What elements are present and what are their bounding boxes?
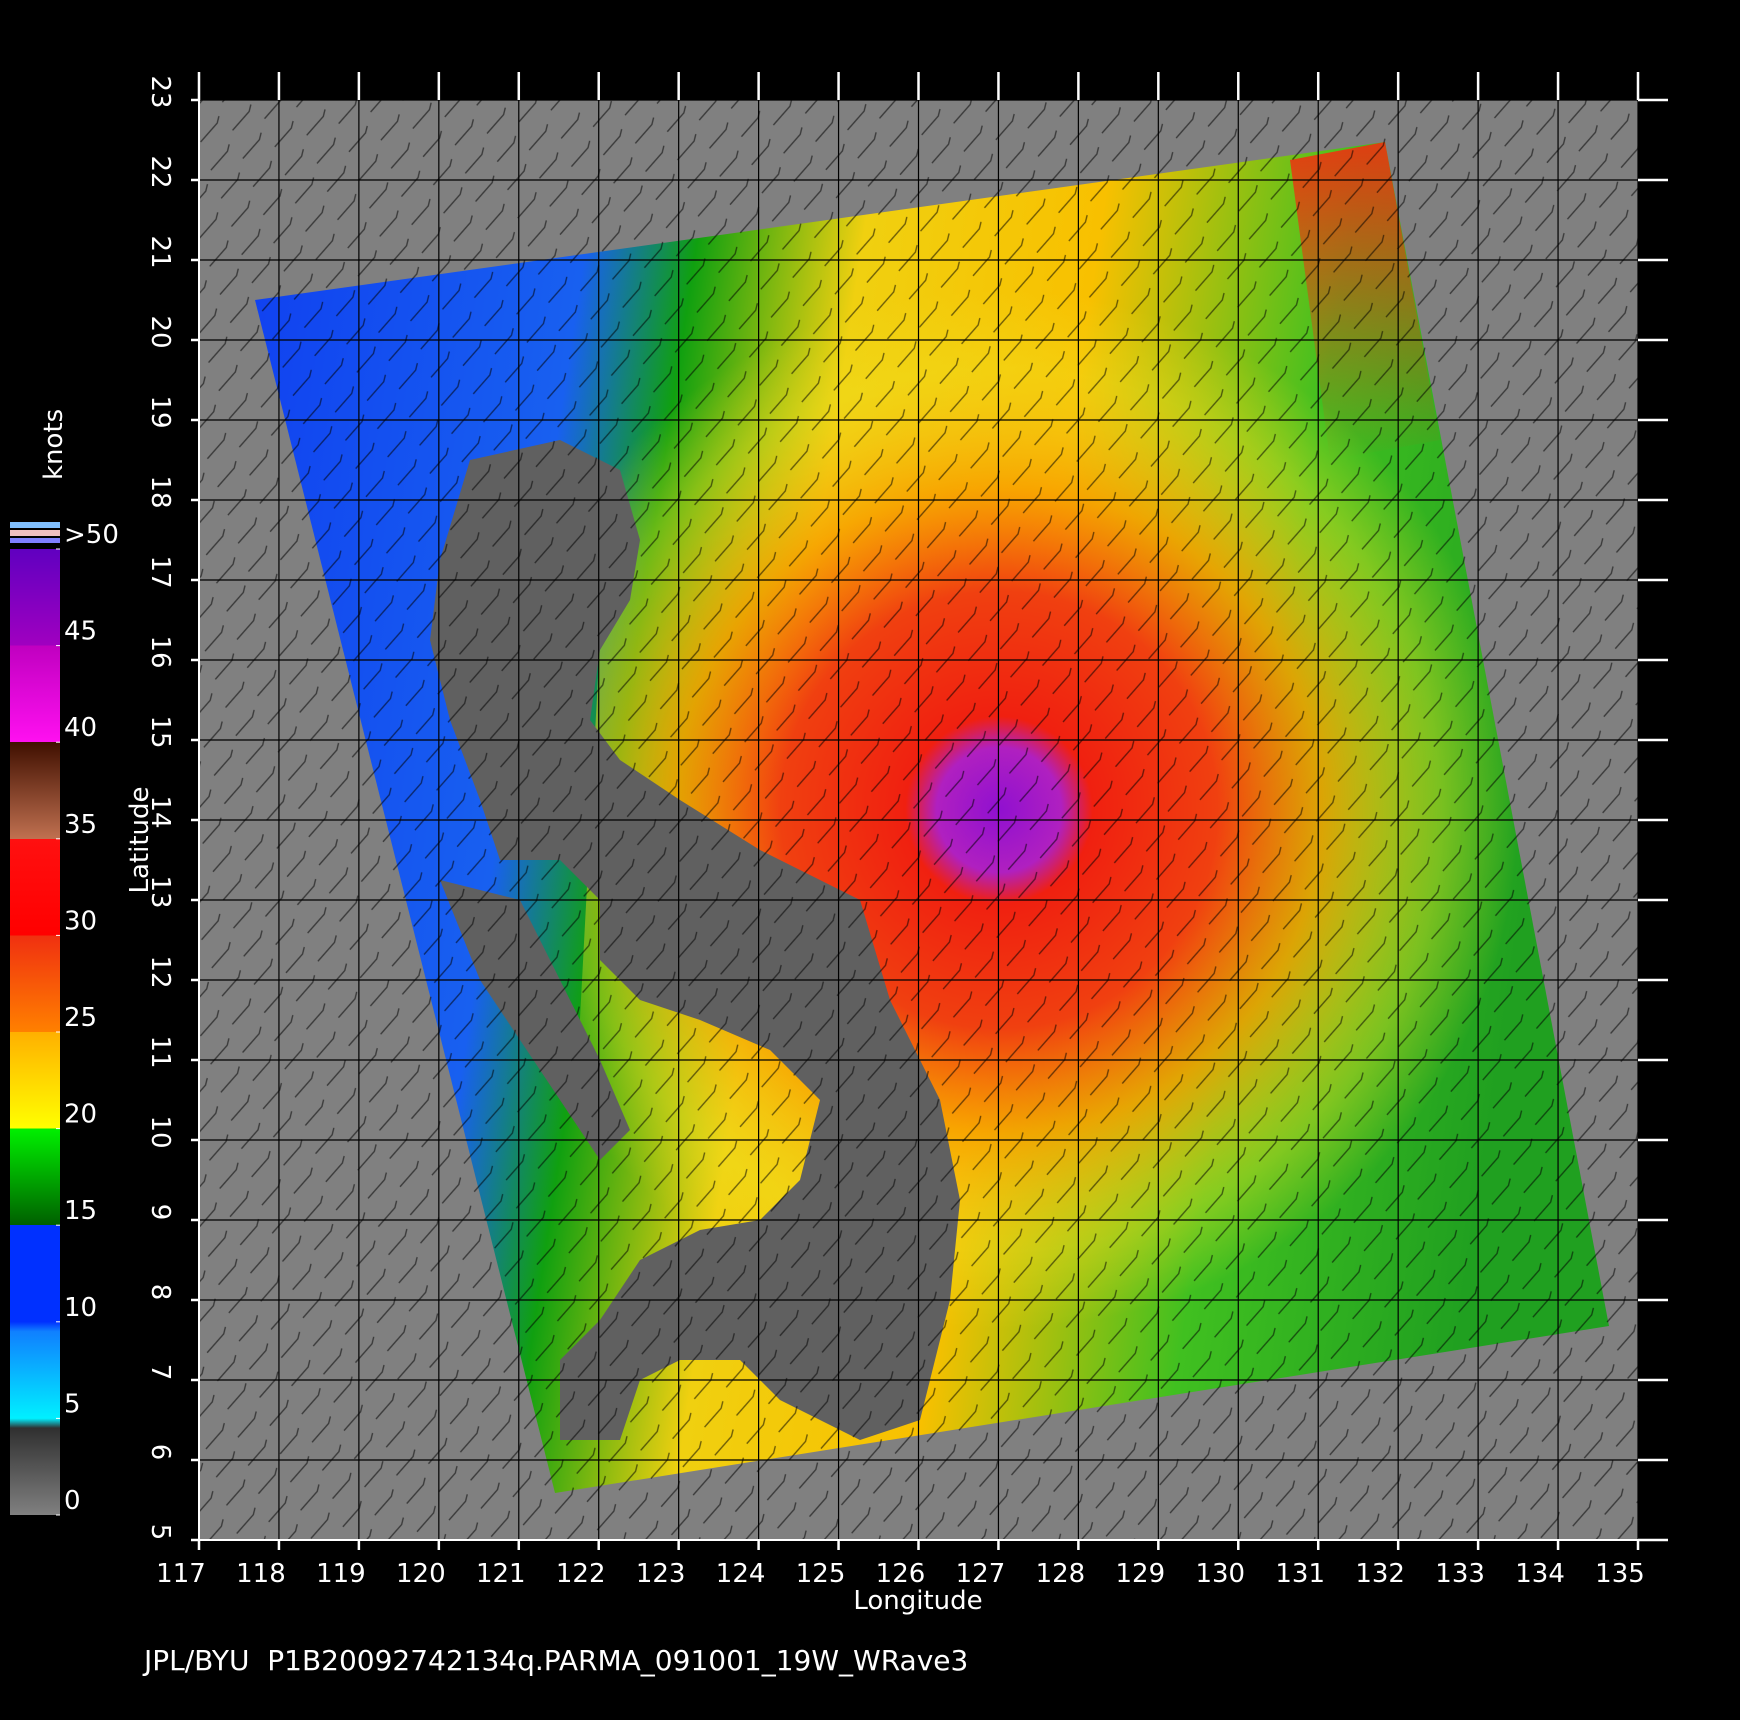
colorbar-cap	[10, 538, 60, 543]
grid	[199, 100, 1638, 1540]
colorbar-tick-label: 15	[64, 1196, 97, 1226]
x-tick-label: 125	[796, 1559, 846, 1589]
y-tick-label: 21	[145, 235, 175, 268]
y-tick-label: 14	[145, 795, 175, 828]
x-tick-label: 120	[396, 1559, 446, 1589]
x-tick-label: 117	[156, 1559, 206, 1589]
y-tick-label: 10	[145, 1115, 175, 1148]
colorbar-tick-label: 0	[64, 1486, 81, 1516]
colorbar-tick-label: 30	[64, 906, 97, 936]
y-tick-label: 18	[145, 475, 175, 508]
x-tick-label: 135	[1595, 1559, 1645, 1589]
footer: JPL/BYU P1B20092742134q.PARMA_091001_19W…	[142, 1644, 968, 1677]
y-tick-label: 11	[145, 1035, 175, 1068]
y-tick-label: 16	[145, 635, 175, 668]
x-tick-label: 130	[1195, 1559, 1245, 1589]
x-tick-label: 119	[316, 1559, 366, 1589]
x-tick-label: 118	[236, 1559, 286, 1589]
colorbar-cap	[10, 522, 60, 528]
x-tick-label: 134	[1515, 1559, 1565, 1589]
colorbar-tick-label: 10	[64, 1293, 97, 1323]
x-tick-label: 121	[476, 1559, 526, 1589]
colorbar: 0 5 10 15 20 25 30 35 40 45 >50	[10, 520, 119, 1516]
colorbar-tick-label: 25	[64, 1003, 97, 1033]
y-tick-label: 12	[145, 955, 175, 988]
colorbar-tick-label: 5	[64, 1389, 81, 1419]
x-tick-label: 122	[556, 1559, 606, 1589]
x-tick-label: 129	[1116, 1559, 1166, 1589]
x-tick-label: 126	[876, 1559, 926, 1589]
x-tick-label: 123	[636, 1559, 686, 1589]
map-imagery	[199, 100, 1638, 1540]
y-tick-label: 8	[145, 1284, 175, 1301]
y-tick-label: 7	[145, 1364, 175, 1381]
y-tick-label: 22	[145, 155, 175, 188]
colorbar-tick-label: 35	[64, 810, 97, 840]
colorbar-cap	[10, 530, 60, 536]
y-tick-label: 9	[145, 1204, 175, 1221]
y-tick-label: 15	[145, 715, 175, 748]
y-tick-label: 19	[145, 395, 175, 428]
colorbar-tick-label: 40	[64, 713, 97, 743]
y-tick-label: 20	[145, 315, 175, 348]
y-axis-label: Latitude	[125, 786, 155, 893]
axes: 117 118 119 120 121 122 123 124 125 126 127 128 129 1…	[145, 72, 1668, 1589]
colorbar-title: knots	[39, 409, 69, 480]
colorbar-tick-label: 45	[64, 617, 97, 647]
x-tick-label: 127	[956, 1559, 1006, 1589]
y-tick-label: 13	[145, 875, 175, 908]
x-tick-label: 132	[1355, 1559, 1405, 1589]
x-tick-label: 128	[1036, 1559, 1086, 1589]
x-axis-label: Longitude	[853, 1586, 982, 1616]
y-tick-label: 6	[145, 1444, 175, 1461]
colorbar-scale	[10, 549, 60, 1515]
y-tick-label: 5	[145, 1524, 175, 1541]
colorbar-tick-label: >50	[64, 520, 119, 550]
y-tick-label: 17	[145, 555, 175, 588]
x-tick-label: 133	[1435, 1559, 1485, 1589]
x-tick-label: 124	[716, 1559, 766, 1589]
y-tick-label: 23	[145, 75, 175, 108]
colorbar-tick-label: 20	[64, 1100, 97, 1130]
x-tick-label: 131	[1275, 1559, 1325, 1589]
